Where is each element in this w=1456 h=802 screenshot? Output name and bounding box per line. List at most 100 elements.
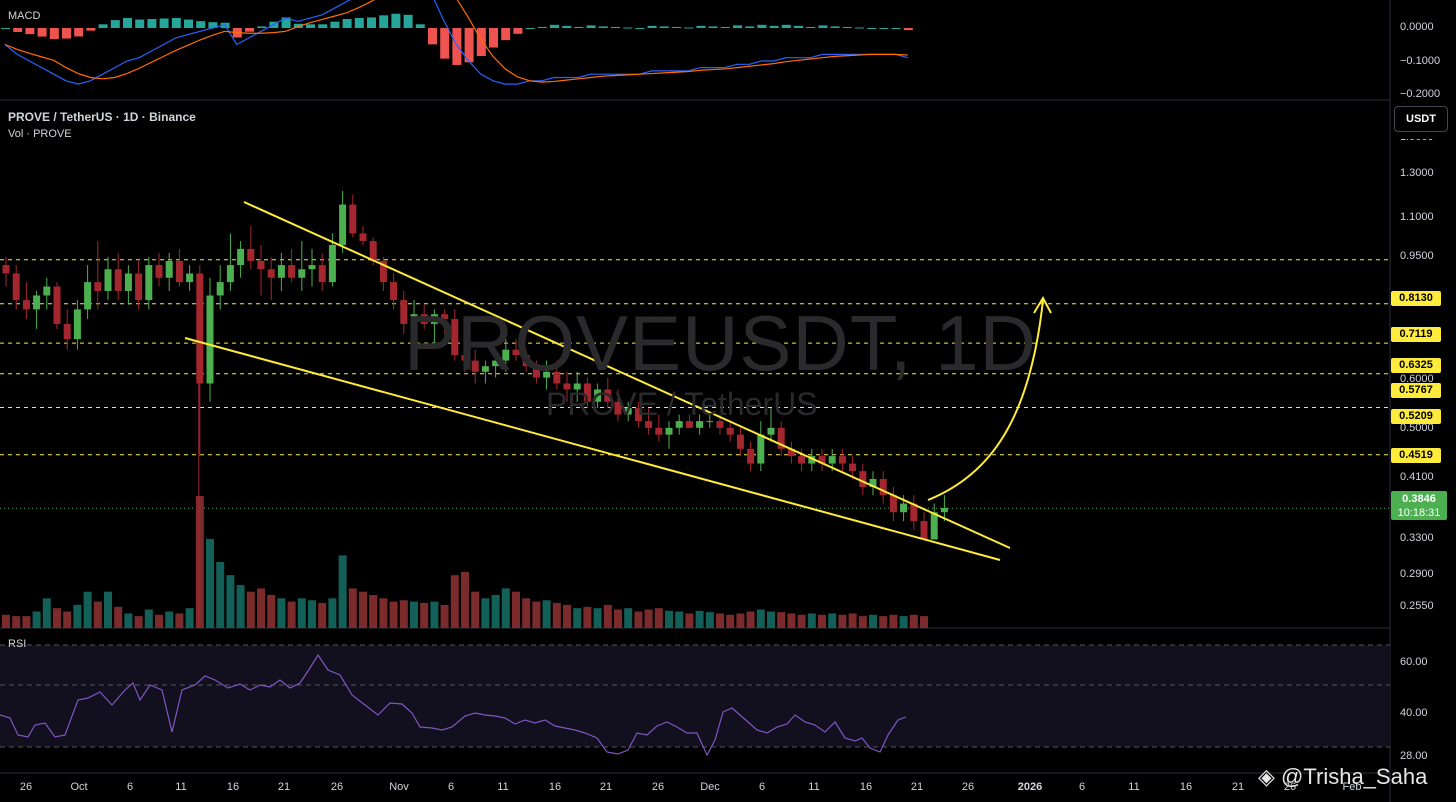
volume-bar [2, 614, 10, 628]
volume-bar [134, 616, 143, 628]
level-label[interactable]: 0.8130 [1391, 291, 1441, 306]
volume-bar [705, 612, 714, 628]
macd-histogram-bar [37, 28, 47, 37]
volume-bar [767, 611, 775, 628]
macd-histogram-bar [354, 17, 364, 28]
candle-body [900, 503, 908, 513]
macd-histogram-bar [659, 26, 669, 28]
candle-body [706, 421, 714, 423]
price-axis-tick: 1.3000 [1400, 167, 1434, 179]
symbol-title[interactable]: PROVE / TetherUS · 1D · Binance [8, 110, 196, 124]
volume-bar [552, 602, 561, 628]
candle-body [573, 383, 581, 390]
time-axis-tick: Oct [70, 781, 88, 793]
macd-histogram-bar [489, 28, 498, 48]
macd-histogram-bar [86, 28, 96, 31]
volume-bar [532, 601, 541, 628]
currency-button[interactable]: USDT [1394, 106, 1448, 132]
rsi-band [0, 645, 1390, 747]
macd-histogram-bar [537, 26, 547, 28]
candle-body [216, 282, 224, 296]
candle-body [604, 389, 612, 402]
candle-body [777, 427, 785, 449]
time-axis-tick: Dec [700, 781, 720, 793]
author-handle: @Trisha_Saha [1281, 764, 1428, 789]
candle-body [206, 295, 214, 384]
macd-axis-tick: 0.0000 [1400, 21, 1434, 33]
time-axis-tick: Feb [1342, 781, 1362, 793]
candle-body [73, 309, 81, 340]
volume-bar [481, 598, 490, 628]
volume-bar [175, 613, 184, 628]
macd-histogram-bar [562, 25, 572, 28]
rsi-axis-tick: 60.00 [1400, 656, 1428, 668]
candle-body [655, 427, 663, 435]
candle-body [532, 366, 540, 378]
volume-bar [369, 595, 378, 628]
volume-bar [124, 613, 133, 628]
price-axis-tick: 0.5000 [1400, 422, 1434, 434]
macd-histogram-bar [574, 26, 584, 28]
macd-histogram-bar [428, 28, 437, 45]
volume-bar [879, 616, 888, 628]
macd-histogram-bar [123, 17, 132, 28]
candle-body [94, 282, 102, 291]
candle-body [318, 265, 326, 283]
candle-body [808, 456, 816, 464]
candle-body [675, 421, 683, 428]
current-price-tag[interactable]: 0.3846 10:18:31 [1391, 491, 1447, 520]
macd-histogram-bar [623, 27, 633, 29]
volume-bar [165, 611, 174, 628]
macd-histogram-bar [110, 20, 120, 28]
macd-histogram-bar [476, 28, 486, 56]
volume-bar [716, 613, 724, 628]
volume-bar [267, 595, 276, 628]
candle-body [420, 314, 428, 324]
candle-body [818, 456, 826, 464]
candle-body [267, 269, 275, 278]
macd-histogram-bar [586, 25, 596, 28]
volume-bar [858, 616, 867, 628]
candle-body [114, 269, 122, 291]
macd-histogram-bar [135, 19, 145, 28]
macd-histogram-bar [318, 24, 328, 28]
level-label[interactable]: 0.5767 [1391, 383, 1441, 398]
candle-body [369, 241, 377, 261]
macd-histogram-bar [1, 28, 10, 29]
candle-body [910, 503, 918, 522]
candle-body [226, 265, 234, 283]
volume-bar [654, 608, 663, 628]
macd-histogram-bar [415, 24, 425, 28]
macd-histogram-bar [891, 28, 901, 29]
time-axis-tick: 21 [277, 781, 291, 793]
candle-body [879, 478, 887, 496]
candle-body [237, 248, 245, 266]
macd-label: MACD [8, 10, 41, 22]
volume-bar [257, 588, 265, 628]
level-label[interactable]: 0.6325 [1391, 358, 1441, 373]
macd-histogram-bar [611, 26, 620, 28]
time-axis-tick: 21 [599, 781, 613, 793]
candle-body [441, 314, 449, 320]
candle-body [328, 244, 336, 283]
wedge-lower-trendline [184, 337, 1001, 561]
macd-histogram-bar [257, 26, 267, 28]
macd-histogram-bar [733, 25, 742, 28]
volume-bar [287, 601, 296, 628]
macd-histogram-bar [513, 28, 523, 34]
volume-legend[interactable]: Vol · PROVE [8, 128, 72, 140]
candle-body [543, 371, 551, 378]
candle-body [869, 478, 877, 487]
time-axis-tick: 16 [226, 781, 240, 793]
level-label[interactable]: 0.5209 [1391, 409, 1441, 424]
volume-bar [593, 608, 602, 628]
candle-body [43, 286, 51, 296]
level-label[interactable]: 0.4519 [1391, 448, 1441, 463]
time-axis-tick: 11 [808, 781, 820, 793]
volume-bar [665, 610, 673, 628]
macd-histogram-bar [598, 26, 608, 28]
volume-bar [73, 604, 82, 628]
level-label[interactable]: 0.7119 [1391, 327, 1441, 342]
volume-bar [471, 591, 480, 628]
